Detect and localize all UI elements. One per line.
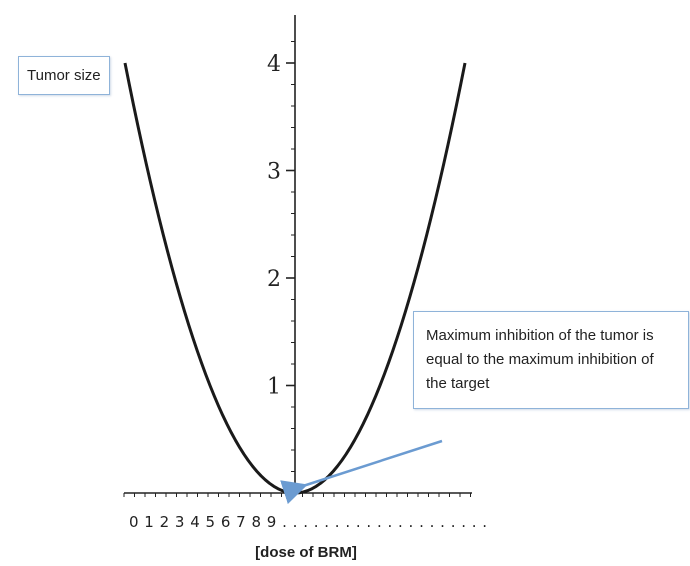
x-tick-labels: 0 1 2 3 4 5 6 7 8 9 . . . . . . . . . . … [129,513,488,531]
y-tick-label: 2 [267,267,281,292]
y-axis-label: Tumor size [18,56,110,95]
y-minor-ticks [291,41,295,472]
axes: 1 2 3 4 [123,15,472,497]
x-axis-label: [dose of BRM] [255,544,357,561]
annotation-arrow [280,439,443,505]
y-tick-label: 4 [267,52,281,77]
annotation-callout: Maximum inhibition of the tumor is equal… [413,311,689,409]
y-tick-label: 1 [267,375,281,400]
y-tick-label: 3 [267,160,281,185]
y-major-ticks [286,62,295,387]
y-tick-labels: 1 2 3 4 [267,52,281,400]
